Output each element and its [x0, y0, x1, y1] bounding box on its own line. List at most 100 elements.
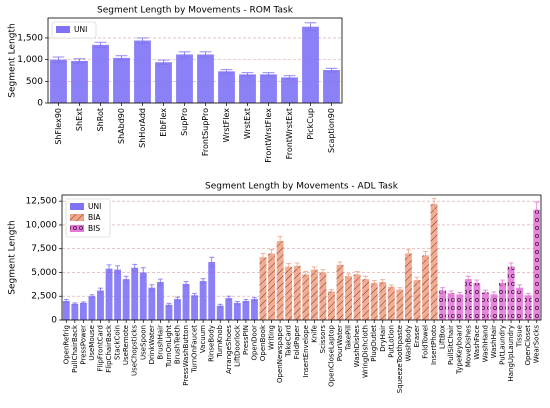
legend-swatch-hatch	[70, 214, 84, 221]
x-tick-label: LiftDoorlock	[233, 324, 241, 367]
bar-hatch	[456, 294, 464, 320]
error-bar	[123, 275, 129, 283]
x-tick-label: Tissue	[516, 325, 524, 348]
bar	[225, 298, 233, 320]
bar-hatch	[481, 292, 489, 320]
bar	[62, 300, 70, 320]
bar	[182, 283, 190, 320]
bar-hatch	[473, 282, 481, 320]
error-bar	[220, 69, 233, 74]
error-bar	[226, 295, 232, 301]
x-tick-label: UseMouse	[88, 325, 96, 361]
x-tick-label: PlugOutlet	[370, 325, 378, 362]
axes-frame	[61, 194, 542, 321]
bar	[92, 44, 109, 103]
error-bar	[234, 300, 240, 305]
x-tick-label: WearSocks	[533, 325, 541, 364]
error-bar	[166, 302, 172, 307]
x-tick-label: SqueezeToothpaste	[396, 325, 404, 393]
error-bar	[388, 284, 394, 290]
bar	[281, 77, 298, 103]
bar	[148, 287, 156, 320]
bar	[176, 54, 193, 103]
x-tick-label: BrushHair	[156, 325, 164, 360]
bar	[156, 281, 164, 320]
bar-hatch	[259, 257, 267, 320]
x-tick-label: OpenBook	[259, 324, 267, 361]
error-bar	[157, 59, 170, 65]
x-tick-label: FlipFrontCard	[96, 325, 104, 371]
legend-swatch-hatch	[70, 225, 84, 232]
bar-hatch	[439, 290, 447, 320]
error-bar	[217, 303, 223, 308]
error-bar	[294, 262, 300, 270]
y-tick-label: 1,500	[17, 33, 43, 43]
x-tick-label: FrontSupPro	[201, 108, 210, 156]
y-axis-label: Segment Length	[8, 23, 18, 97]
bar	[105, 268, 113, 320]
error-bar	[269, 249, 274, 258]
bar-hatch	[533, 209, 541, 320]
y-tick-label: 5,000	[31, 268, 57, 278]
x-tick-label: BrushTeeth	[173, 325, 181, 364]
bar	[242, 300, 250, 320]
x-tick-label: TakePill	[345, 325, 353, 351]
x-tick-label: OpenDoor	[250, 325, 258, 361]
bar	[302, 26, 319, 103]
x-tick-label: WashDishes	[353, 325, 361, 368]
y-tick-label: 2,500	[31, 292, 57, 302]
bar	[165, 304, 173, 320]
error-bar	[286, 262, 292, 271]
error-bar	[252, 297, 257, 302]
legend-label: BIS	[88, 224, 100, 233]
bar	[208, 262, 216, 320]
x-tick-label: PressPower	[79, 325, 87, 365]
bar	[260, 74, 277, 103]
x-tick-label: LiftBox	[439, 325, 447, 349]
error-bar	[106, 264, 112, 273]
x-tick-label: TurnOnFaucet	[191, 325, 199, 374]
x-tick-label: HangUpLaundry	[507, 325, 515, 382]
error-bar	[209, 256, 215, 268]
bar-hatch	[336, 264, 344, 320]
x-tick-label: PutLotion	[387, 325, 395, 358]
legend-swatch	[56, 26, 70, 33]
error-bar	[192, 292, 197, 298]
error-bar	[414, 276, 420, 284]
bar	[218, 71, 235, 103]
error-bar	[500, 279, 505, 287]
x-tick-label: PullChairBack	[71, 324, 79, 373]
error-bar	[115, 265, 120, 274]
bar-hatch	[404, 253, 412, 320]
x-tick-label: Scissors	[319, 325, 327, 354]
error-bar	[132, 263, 138, 272]
x-tick-label: PickCup	[306, 108, 315, 140]
bar	[114, 269, 122, 320]
x-tick-label: FrontWrstFlex	[264, 108, 273, 163]
error-bar	[311, 266, 317, 273]
bar-hatch	[310, 269, 318, 320]
error-bar	[283, 75, 296, 80]
bar-hatch	[490, 294, 498, 320]
x-tick-label: WrstExt	[243, 108, 252, 139]
x-tick-label: Eraser	[413, 325, 421, 348]
bar-hatch	[285, 266, 293, 320]
bar-hatch	[464, 279, 472, 320]
x-tick-label: WringDishcloth	[362, 325, 370, 378]
x-tick-label: Writing	[268, 325, 276, 350]
error-bar	[149, 284, 155, 292]
bar-hatch	[293, 265, 301, 320]
error-bar	[397, 287, 403, 292]
x-tick-label: InsertPhoto	[430, 325, 438, 365]
bar-hatch	[370, 282, 378, 320]
bar	[239, 74, 256, 103]
error-bar	[200, 278, 206, 284]
error-bar	[346, 273, 351, 280]
error-bar	[440, 287, 446, 294]
bar-hatch	[345, 276, 352, 320]
bar	[50, 59, 67, 103]
legend-label: UNI	[74, 25, 87, 34]
error-bar	[199, 51, 212, 58]
error-bar	[423, 251, 428, 260]
error-bar	[325, 67, 338, 73]
